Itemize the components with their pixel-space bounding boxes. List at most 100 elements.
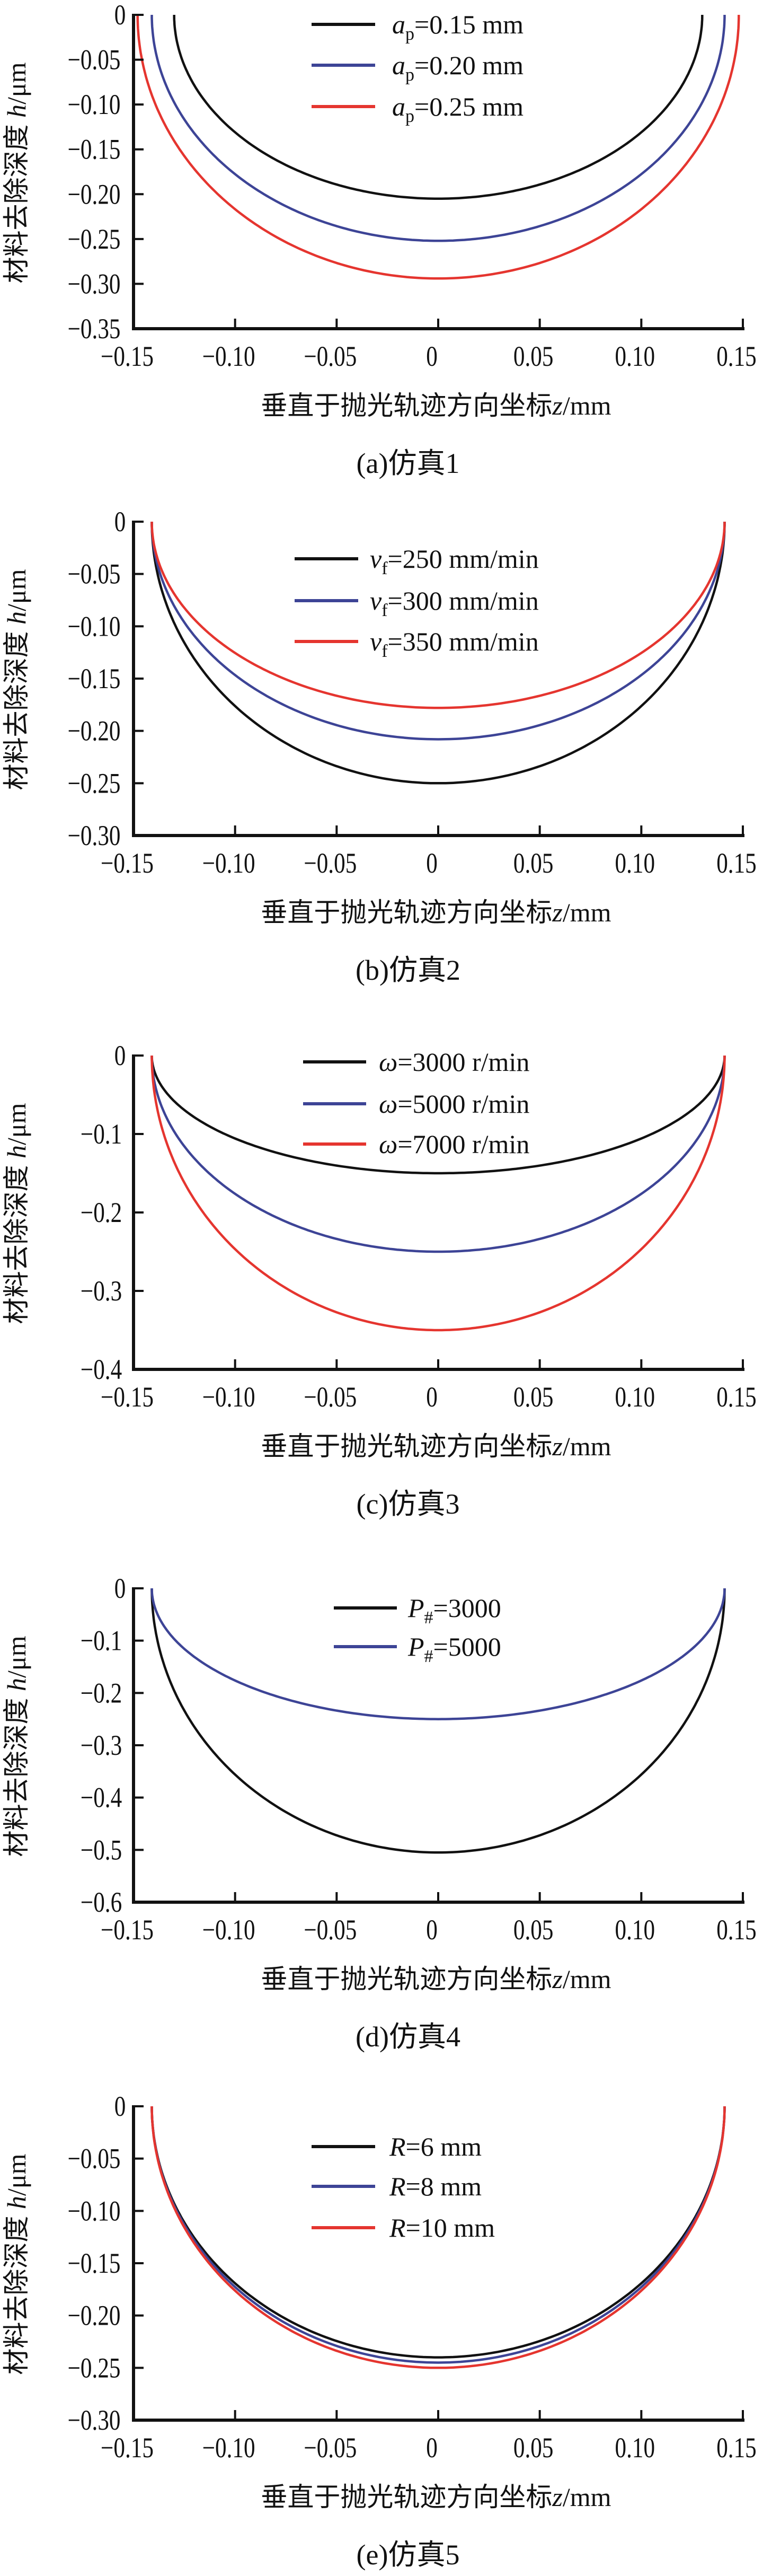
series-line-2 [150,2106,726,2369]
legend: R=6 mm R=8 mmR=10 mm [312,2132,495,2243]
y-tick-label: −0.30 [68,2404,121,2436]
x-axis-title: 垂直于抛光轨迹方向坐标z/mm [261,391,611,420]
y-axis-title-variable: h [2,104,31,118]
y-tick-label: −0.15 [68,662,121,694]
y-tick-label: −0.1 [81,1118,122,1150]
legend-symbol: v [370,627,382,656]
y-axis-title-unit: /μm [2,1636,31,1678]
y-axis-title-text: 材料去除深度 [2,1691,31,1857]
y-axis-title-variable: h [2,2196,31,2209]
x-tick-label: 0.15 [716,847,757,879]
y-tick-label: 0 [114,0,126,31]
legend-subscript: # [424,1647,433,1666]
x-axis-title: 垂直于抛光轨迹方向坐标z/mm [261,898,611,927]
legend-symbol: v [370,586,382,616]
panel-caption: (e)仿真5 [357,2539,460,2571]
y-tick-label: −0.10 [68,89,121,121]
x-axis-title-text: 垂直于抛光轨迹方向坐标 [261,391,552,420]
legend-symbol: ω [379,1129,397,1159]
series-line-1 [150,1588,726,1720]
series-line-1 [150,1056,726,1253]
panel-b: 0−0.05−0.10−0.15−0.20−0.25−0.30−0.15 −0.1… [2,505,757,986]
series-line-2 [150,1056,726,1332]
legend-value: =0.15 mm [414,10,524,39]
legend-value: =6 mm [406,2132,482,2161]
x-tick-label: 0.05 [513,340,554,372]
y-axis-title: 材料去除深度 h/μm [2,62,31,283]
x-axis-title-variable: z [552,898,562,927]
y-axis-title-text: 材料去除深度 [2,2209,31,2375]
x-tick-label: −0.05 [304,2431,357,2464]
x-tick-label: 0.15 [716,1381,757,1413]
legend-label: vf=300 mm/min [370,586,539,620]
series-line-1 [150,2106,726,2364]
panel-caption: (b)仿真2 [356,954,460,986]
legend-symbol: a [392,10,405,39]
x-tick-label: −0.05 [304,1913,357,1946]
legend-label: ω=5000 r/min [379,1089,529,1119]
y-axis-title: 材料去除深度 h/μm [2,569,31,790]
legend-label: ω=3000 r/min [379,1047,529,1077]
legend-symbol: R [389,2171,406,2201]
x-tick-label: −0.10 [202,1381,255,1413]
legend-value: =5000 [433,1632,501,1661]
y-tick-label: −0.6 [81,1886,122,1918]
x-tick-label: 0 [426,1913,438,1946]
y-axis-title-text: 材料去除深度 [2,625,31,790]
panel-c: 0 −0.1 −0.2 −0.3 −0.4−0.15 −0.10 −0.05 0 0.05 0.1… [2,1039,757,1520]
x-axis-title-unit: /mm [563,1431,611,1461]
y-tick-label: −0.10 [68,610,121,643]
x-tick-label: −0.10 [202,1913,255,1946]
x-tick-label: 0 [426,1381,438,1413]
x-tick-label: −0.15 [101,2431,154,2464]
x-axis-title-text: 垂直于抛光轨迹方向坐标 [261,1431,552,1461]
x-axis-title: 垂直于抛光轨迹方向坐标z/mm [261,2482,611,2512]
legend-label: R=8 mm [389,2171,482,2201]
legend-label: ap=0.15 mm [392,10,524,44]
legend-symbol: ω [379,1089,397,1119]
y-tick-label: −0.2 [81,1677,122,1709]
legend-value: =10 mm [406,2213,495,2243]
legend-label: R=6 mm [389,2132,482,2161]
y-tick-label: −0.10 [68,2195,121,2227]
legend-value: =250 mm/min [388,544,539,574]
legend-value: =5000 r/min [397,1089,529,1119]
y-tick-label: 0 [114,2090,126,2122]
legend-symbol: P [407,1593,424,1623]
y-axis-title-text: 材料去除深度 [2,1158,31,1324]
x-tick-label: −0.05 [304,1381,357,1413]
legend-label: ω=7000 r/min [379,1129,529,1159]
x-tick-label: 0.10 [615,340,655,372]
panel-caption: (a)仿真1 [357,447,460,479]
legend-symbol: P [407,1632,424,1661]
x-axis-title-text: 垂直于抛光轨迹方向坐标 [261,898,552,927]
y-tick-label: −0.30 [68,268,121,300]
y-tick-label: −0.25 [68,223,121,255]
series-line-0 [150,2106,726,2359]
x-tick-label: 0.05 [513,847,554,879]
legend-subscript: f [382,601,388,620]
x-axis-title-variable: z [552,391,562,420]
x-tick-label: 0 [426,340,438,372]
x-axis-title-unit: /mm [563,1964,611,1994]
legend-value: =0.25 mm [414,92,524,121]
y-tick-label: −0.25 [68,767,121,799]
series-line-1 [150,522,726,741]
x-axis-title: 垂直于抛光轨迹方向坐标z/mm [261,1964,611,1994]
legend-symbol: a [392,50,405,80]
y-axis-title: 材料去除深度 h/μm [2,1103,31,1324]
x-axis-title-unit: /mm [563,898,611,927]
y-axis-title-variable: h [2,1145,31,1158]
x-axis-title-variable: z [552,1964,562,1994]
y-axis-title-unit: /μm [2,2153,31,2196]
series-line-0 [173,15,704,200]
legend-label: P#=5000 [407,1632,501,1666]
x-tick-label: −0.05 [304,340,357,372]
legend-label: vf=350 mm/min [370,627,539,661]
x-tick-label: 0.05 [513,1913,554,1946]
x-tick-label: −0.10 [202,2431,255,2464]
y-tick-label: −0.15 [68,2247,121,2279]
legend-value: =0.20 mm [414,50,524,80]
legend-symbol: a [392,92,405,121]
